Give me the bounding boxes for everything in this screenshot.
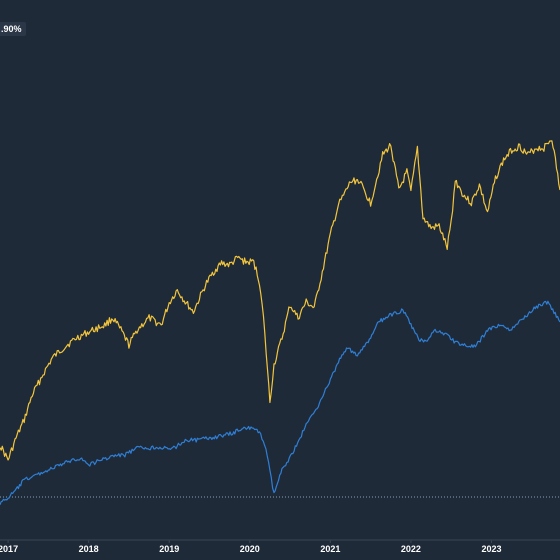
x-tick-label: 2019 bbox=[159, 544, 179, 554]
series-line-2 bbox=[0, 300, 560, 505]
x-tick-label: 2018 bbox=[79, 544, 99, 554]
value-badge: .90% bbox=[0, 22, 26, 36]
x-tick-label: 2022 bbox=[401, 544, 421, 554]
x-tick-label: 2017 bbox=[0, 544, 18, 554]
x-tick-label: 2023 bbox=[481, 544, 501, 554]
series-line-1 bbox=[0, 140, 560, 461]
x-tick-label: 2020 bbox=[240, 544, 260, 554]
x-tick-label: 2021 bbox=[320, 544, 340, 554]
